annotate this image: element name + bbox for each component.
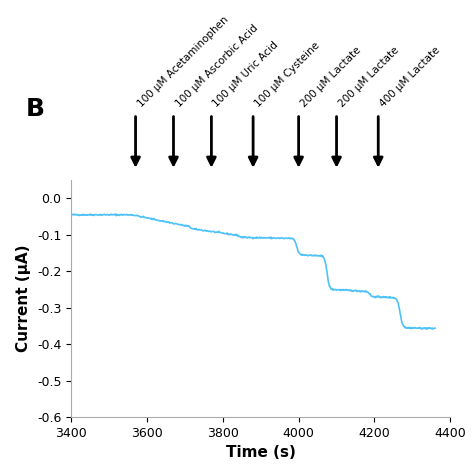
Y-axis label: Current (μA): Current (μA): [16, 245, 31, 352]
Text: 200 μM Lactate: 200 μM Lactate: [337, 45, 401, 109]
Text: 100 μM Acetaminophen: 100 μM Acetaminophen: [136, 15, 230, 109]
Text: 200 μM Lactate: 200 μM Lactate: [299, 45, 363, 109]
Text: 100 μM Cysteine: 100 μM Cysteine: [253, 40, 322, 109]
Text: 100 μM Uric Acid: 100 μM Uric Acid: [211, 40, 281, 109]
Text: B: B: [26, 97, 45, 121]
Text: 400 μM Lactate: 400 μM Lactate: [378, 45, 442, 109]
X-axis label: Time (s): Time (s): [226, 446, 296, 460]
Text: 100 μM Ascorbic Acid: 100 μM Ascorbic Acid: [173, 23, 260, 109]
